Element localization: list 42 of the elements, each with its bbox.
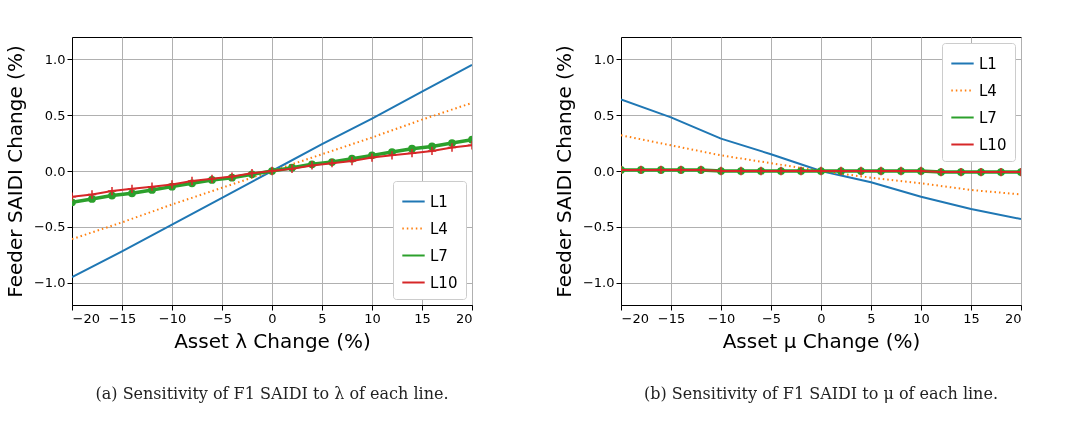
legend-label: L4 — [430, 219, 448, 238]
text: (b) Sensitivity of F1 SAIDI to μ of each line. — [644, 384, 998, 403]
legend-label: L1 — [979, 54, 997, 73]
x-tick-label: 15 — [414, 310, 431, 326]
x-tick-label: 10 — [364, 310, 381, 326]
text: (a) Sensitivity of F1 SAIDI to λ of each line. — [95, 384, 449, 403]
x-tick-label: 20 — [1004, 310, 1022, 326]
x-tick-label: 0 — [268, 310, 277, 326]
y-tick-label: 0.0 — [593, 163, 615, 179]
y-tick-label: −0.5 — [33, 219, 66, 235]
x-axis-title: Asset μ Change (%) — [722, 328, 921, 353]
x-tick-label: −10 — [707, 310, 736, 326]
x-tick-label: −5 — [212, 310, 233, 326]
legend-label: L4 — [979, 81, 997, 100]
y-tick-label: 0.5 — [44, 107, 66, 123]
x-tick-label: −15 — [657, 310, 686, 326]
x-tick-label: −15 — [108, 310, 137, 326]
x-tick-label: −20 — [621, 310, 649, 326]
legend-label: L7 — [979, 108, 997, 127]
legend-label: L1 — [430, 192, 448, 211]
x-tick-label: 0 — [817, 310, 826, 326]
x-tick-label: −5 — [761, 310, 782, 326]
legend-label: L10 — [430, 273, 458, 292]
x-tick-label: 5 — [867, 310, 876, 326]
y-tick-label: −1.0 — [33, 275, 66, 291]
y-tick-label: 0.0 — [44, 163, 66, 179]
y-tick-label: −1.0 — [582, 275, 615, 291]
x-tick-label: 10 — [913, 310, 930, 326]
y-tick-label: 1.0 — [44, 51, 66, 67]
y-axis-title: Feeder SAIDI Change (%) — [551, 45, 576, 298]
x-tick-label: 5 — [318, 310, 327, 326]
x-tick-label: −10 — [158, 310, 187, 326]
y-tick-label: −0.5 — [582, 219, 615, 235]
legend-label: L10 — [979, 135, 1007, 154]
x-tick-label: 15 — [963, 310, 980, 326]
x-tick-label: −20 — [72, 310, 100, 326]
x-axis-title: Asset λ Change (%) — [174, 328, 371, 353]
y-tick-label: 0.5 — [593, 107, 615, 123]
x-tick-label: 20 — [455, 310, 473, 326]
y-tick-label: 1.0 — [593, 51, 615, 67]
legend-label: L7 — [430, 246, 448, 265]
y-axis-title: Feeder SAIDI Change (%) — [2, 45, 27, 298]
